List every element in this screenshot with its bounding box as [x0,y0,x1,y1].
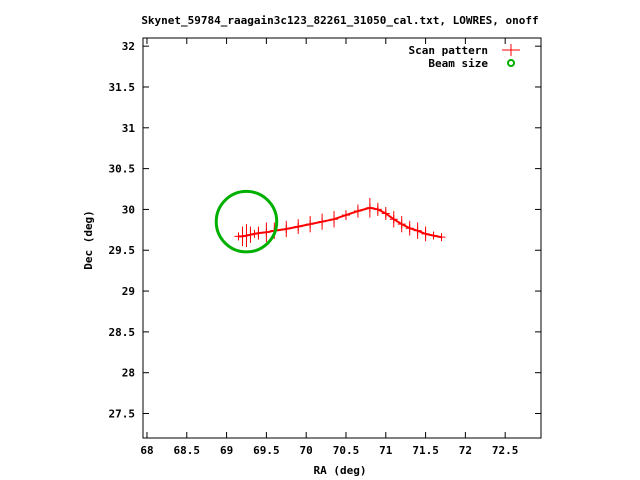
x-axis-label: RA (deg) [314,464,367,477]
scan-point-17 [381,209,390,218]
plot-frame [142,37,542,439]
y-tick-label-7: 31 [122,122,136,135]
scan-point-12 [330,215,339,224]
scan-point-21 [413,226,422,235]
series-beam-size [214,189,279,254]
scan-path [238,206,442,239]
x-ticks: 68 68.5 69 69.5 70 70.5 71 71.5 72 72.5 [140,38,518,457]
legend-scan-label: Scan pattern [409,44,488,57]
scan-point-16 [373,205,382,214]
scan-point-8 [282,225,291,234]
scan-point-5 [254,229,263,238]
y-tick-label-0: 27.5 [109,408,136,421]
scan-point-13 [341,211,350,220]
x-tick-label-2: 69 [220,444,233,457]
beam-circle [214,189,279,254]
scan-point-24 [437,233,446,242]
scan-point-14 [353,207,362,216]
x-tick-label-1: 68.5 [174,444,201,457]
scan-point-10 [306,220,315,229]
scan-point-1 [238,232,247,241]
scan-point-9 [294,222,303,231]
y-ticks: 27.5 28 28.5 29 29.5 30 30.5 31 31.5 32 [109,40,541,421]
y-tick-label-5: 30 [122,203,135,216]
x-tick-label-3: 69.5 [253,444,280,457]
legend-beam-label: Beam size [428,57,488,70]
y-tick-label-1: 28 [122,367,135,380]
legend: Scan pattern Beam size [409,44,520,70]
y-tick-label-3: 29 [122,285,135,298]
scan-point-6 [262,228,271,237]
axes [142,37,542,439]
x-tick-label-8: 72 [459,444,472,457]
scan-point-20 [405,224,414,233]
scan-point-18 [389,215,398,224]
scan-point-19 [397,220,406,229]
y-tick-label-6: 30.5 [109,163,136,176]
x-tick-label-5: 70.5 [333,444,360,457]
y-axis-label: Dec (deg) [82,210,95,270]
scan-point-15 [365,203,374,212]
x-tick-label-9: 72.5 [492,444,519,457]
x-tick-label-4: 70 [300,444,313,457]
scan-point-23 [429,231,438,240]
scan-point-11 [318,217,327,226]
chart-title: Skynet_59784_raagain3c123_82261_31050_ca… [141,14,538,27]
y-tick-label-4: 29.5 [109,244,136,257]
scan-point-22 [421,229,430,238]
y-tick-label-9: 32 [122,40,135,53]
legend-scan-marker [502,44,520,56]
scan-point-4 [250,229,259,238]
legend-beam-glyph [507,59,515,67]
x-tick-label-7: 71.5 [412,444,439,457]
y-tick-label-8: 31.5 [109,81,136,94]
legend-beam-marker [507,59,515,67]
scan-point-3 [246,230,255,239]
series-scan-pattern [234,198,446,247]
scan-point-2 [242,231,251,240]
legend-scan-glyph [502,44,520,56]
x-tick-label-6: 71 [379,444,393,457]
x-tick-label-0: 68 [140,444,153,457]
y-tick-label-2: 28.5 [109,326,136,339]
